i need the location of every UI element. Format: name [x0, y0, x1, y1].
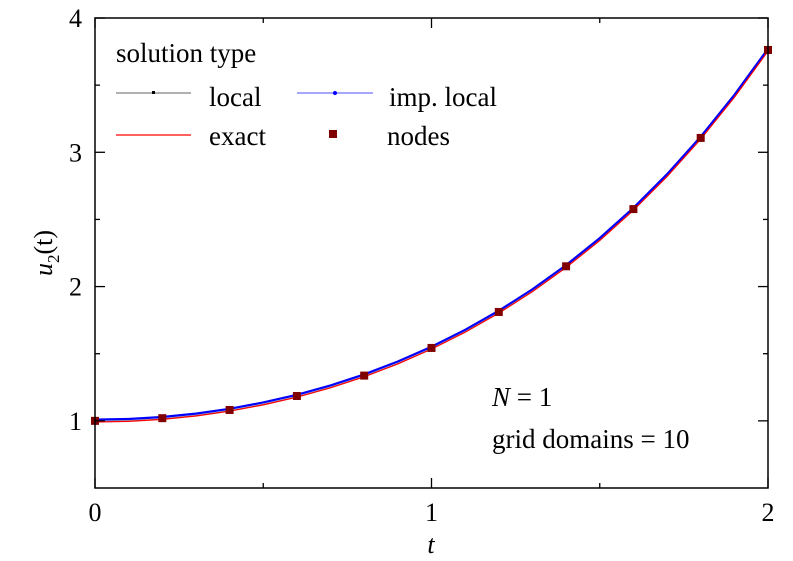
x-tick-label: 1 — [425, 498, 438, 527]
node-marker — [696, 133, 705, 142]
node-marker — [427, 343, 436, 352]
y-tick-label: 1 — [69, 407, 82, 436]
legend-label-nodes: nodes — [387, 121, 450, 151]
legend-label-exact: exact — [209, 121, 266, 151]
legend-marker-local — [152, 91, 155, 94]
x-tick-label: 2 — [762, 498, 775, 527]
legend: solution type local imp. local exact nod… — [116, 38, 497, 151]
node-marker — [629, 205, 638, 214]
annotation-n-value: = 1 — [510, 382, 552, 412]
node-marker — [158, 414, 167, 423]
y-tick-label: 2 — [69, 273, 82, 302]
node-marker — [292, 392, 301, 401]
node-marker — [494, 307, 503, 316]
annotation-grid-domains: grid domains = 10 — [492, 424, 689, 454]
node-marker — [360, 371, 369, 380]
y-axis-label: u2(t) — [29, 230, 63, 276]
legend-label-imp-local: imp. local — [389, 82, 497, 112]
node-marker — [225, 405, 234, 414]
legend-marker-nodes — [329, 130, 337, 138]
svg-text:u2(t): u2(t) — [29, 230, 63, 276]
plot-area — [91, 45, 772, 425]
annotation: N = 1 grid domains = 10 — [491, 382, 689, 454]
svg-text:N = 1: N = 1 — [491, 382, 552, 412]
x-tick-label: 0 — [89, 498, 102, 527]
legend-marker-imp-local — [333, 91, 337, 95]
legend-title: solution type — [116, 38, 256, 68]
y-tick-label: 3 — [69, 138, 82, 167]
legend-label-local: local — [209, 82, 261, 112]
x-axis-label: t — [427, 530, 435, 559]
annotation-n-var: N — [491, 382, 512, 412]
axis-ticks: 0 1 2 1 2 3 4 — [69, 4, 775, 527]
y-tick-label: 4 — [69, 4, 82, 33]
node-marker — [562, 262, 571, 271]
